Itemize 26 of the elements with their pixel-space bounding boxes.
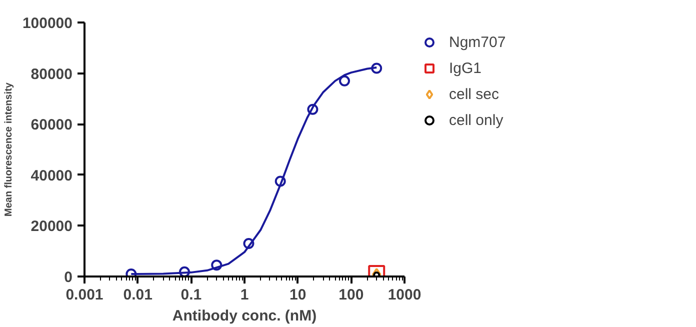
point: [211, 260, 222, 271]
point: [307, 104, 318, 115]
point: [371, 62, 382, 74]
y-tick-label: 60000: [30, 116, 73, 134]
y-tick-label: 40000: [30, 167, 73, 184]
point: [243, 238, 254, 249]
x-tick-label: 10: [289, 286, 306, 304]
y-tick-label: 20000: [30, 218, 73, 236]
legend-label: cell sec: [449, 86, 500, 102]
legend-label: Ngm707: [449, 34, 506, 50]
x-tick-label: 1: [240, 286, 249, 304]
x-axis-title: Antibody conc. (nM): [172, 308, 317, 324]
x-tick-label: 0.01: [123, 286, 152, 304]
x-tick-label: 100: [338, 286, 364, 304]
y-tick-label: 0: [64, 269, 72, 286]
x-tick-label: 0.001: [66, 286, 104, 304]
y-axis-title: Mean fluorescence intensity: [3, 82, 14, 216]
y-tick-label: 80000: [30, 66, 73, 83]
legend-label: IgG1: [449, 60, 482, 76]
point: [274, 176, 286, 187]
legend-label: cell only: [449, 112, 504, 128]
y-tick-label: 100000: [22, 15, 73, 32]
point: [179, 266, 190, 276]
point: [339, 75, 350, 86]
x-tick-label: 0.1: [180, 286, 202, 304]
x-tick-label: 1000: [388, 286, 422, 304]
